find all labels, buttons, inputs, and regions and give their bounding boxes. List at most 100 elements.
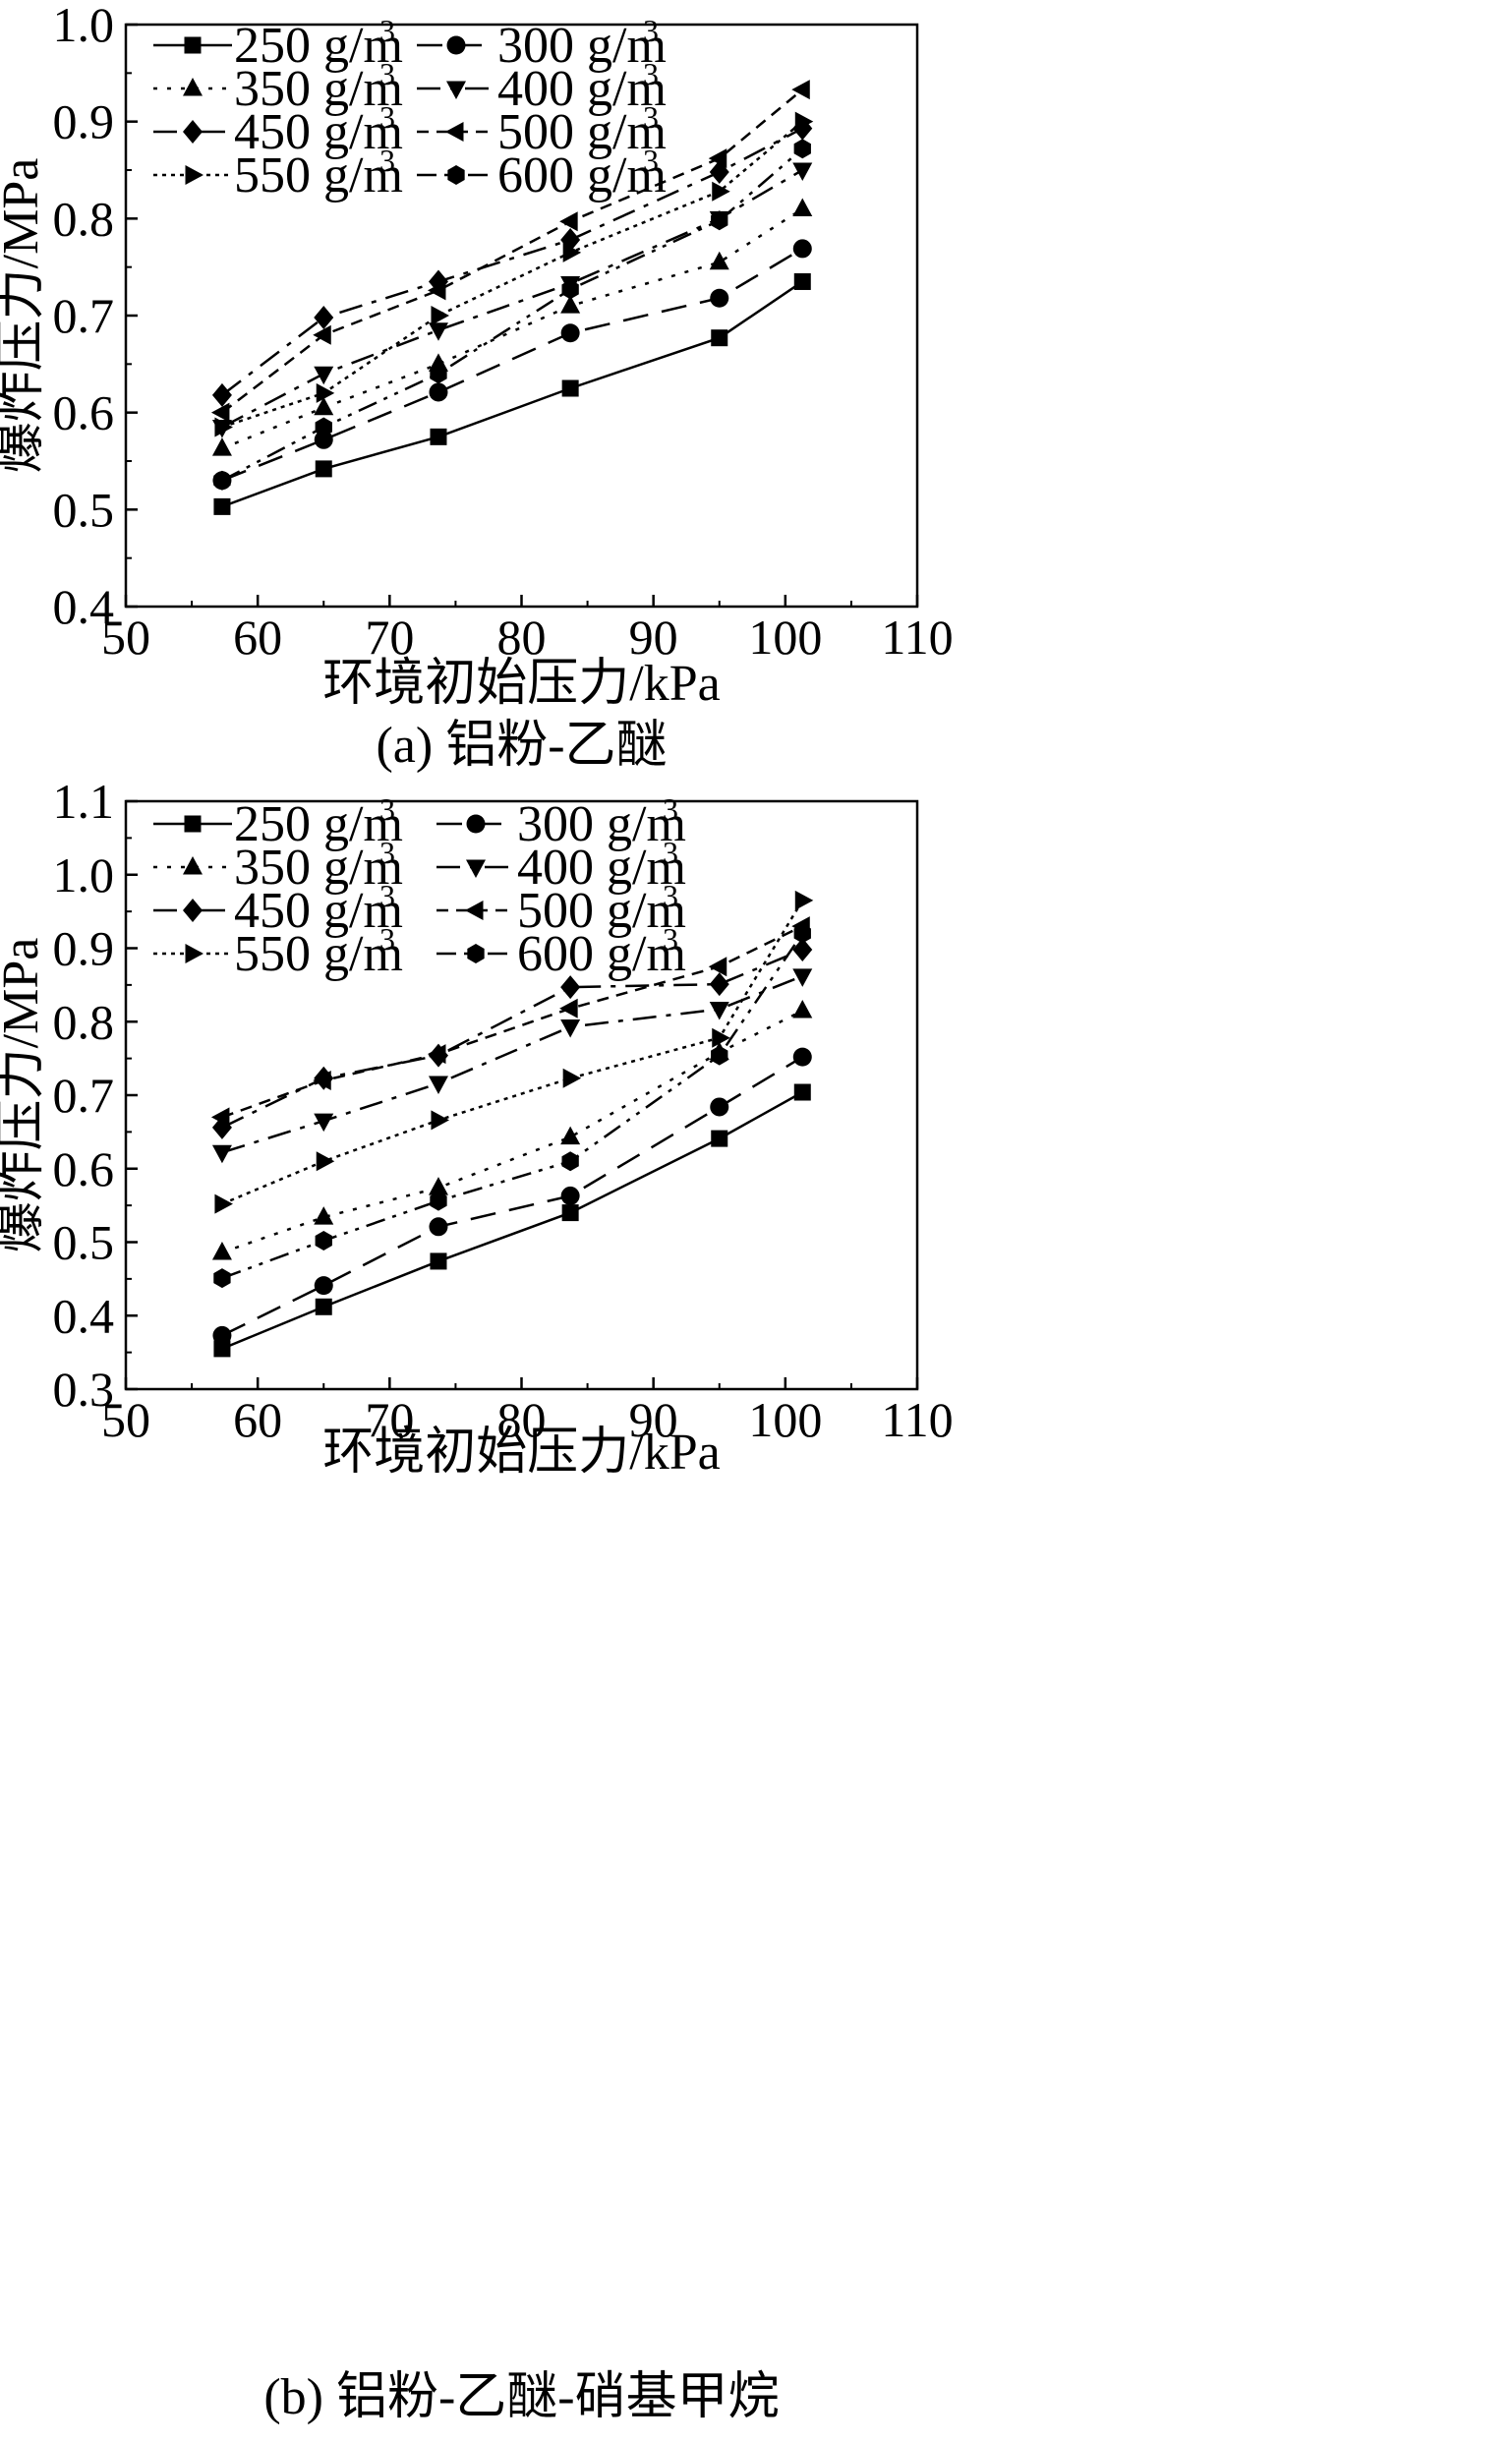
data-point: [711, 210, 728, 231]
series-triangle-up: [211, 198, 813, 456]
data-point: [430, 1252, 447, 1270]
legend-label: 450 g/m: [234, 883, 403, 939]
data-point: [315, 417, 332, 437]
legend-label: 300 g/m: [517, 796, 686, 852]
legend-superscript: 3: [643, 13, 659, 48]
legend-item: 350 g/m3: [153, 835, 403, 896]
legend-label: 400 g/m: [517, 840, 686, 896]
legend-item: 600 g/m3: [417, 143, 667, 204]
data-point: [314, 305, 334, 329]
data-point: [213, 497, 231, 515]
data-point: [711, 1045, 728, 1066]
figure-caption: (b) 铝粉-乙醚-硝基甲烷: [263, 2369, 779, 2425]
legend-marker: [465, 901, 484, 920]
legend-marker: [184, 36, 202, 54]
series-triangle-down: [211, 968, 813, 1164]
x-tick-label: 110: [881, 1392, 953, 1447]
series-triangle-right: [214, 890, 814, 1214]
legend-superscript: 3: [663, 921, 678, 957]
series-line: [221, 924, 803, 1119]
data-point: [792, 1000, 813, 1018]
y-tick-label: 0.5: [53, 1215, 115, 1270]
legend-label: 500 g/m: [517, 883, 686, 939]
series-line: [221, 207, 803, 450]
legend-label: 500 g/m: [497, 104, 667, 160]
series-line: [221, 247, 803, 482]
legend-superscript: 3: [379, 878, 395, 913]
data-point: [710, 288, 729, 308]
series-line: [221, 1090, 803, 1351]
data-point: [709, 251, 729, 270]
legend-item: 300 g/m3: [417, 13, 667, 74]
series-line: [221, 1009, 803, 1254]
data-point: [211, 382, 232, 407]
y-tick-label: 0.4: [53, 1288, 115, 1343]
data-point: [314, 1276, 333, 1296]
legend-item: 250 g/m3: [153, 791, 403, 852]
y-tick-label: 0.6: [53, 385, 115, 440]
series-line: [221, 147, 804, 482]
legend-marker: [183, 120, 203, 144]
series-hexagon: [213, 139, 811, 491]
data-point: [560, 295, 581, 314]
data-point: [792, 198, 813, 216]
legend-marker: [183, 899, 203, 922]
y-tick-label: 0.7: [53, 1068, 115, 1123]
y-tick-label: 0.8: [53, 994, 115, 1049]
data-point: [560, 1186, 580, 1205]
y-tick-label: 0.7: [53, 288, 115, 343]
x-tick-label: 60: [233, 1392, 282, 1447]
legend-label: 350 g/m: [234, 61, 403, 117]
data-point: [314, 1113, 334, 1133]
data-point: [791, 80, 810, 100]
series-line: [221, 948, 803, 1130]
data-point: [428, 1076, 448, 1095]
legend-superscript: 3: [379, 143, 395, 178]
legend-marker: [447, 165, 465, 185]
data-point: [559, 211, 578, 232]
legend-label: 550 g/m: [234, 147, 403, 204]
series-line: [221, 900, 804, 1205]
data-point: [213, 1340, 231, 1358]
data-point: [211, 1241, 232, 1260]
data-point: [314, 366, 334, 385]
x-tick-label: 80: [497, 1392, 547, 1447]
data-point: [709, 972, 729, 997]
x-tick-label: 110: [881, 610, 953, 665]
series-triangle-right: [214, 111, 814, 437]
data-point: [560, 323, 580, 343]
data-point: [428, 1177, 448, 1195]
data-point: [428, 322, 448, 341]
x-axis-title: 环境初始压力/kPa: [322, 1425, 720, 1481]
chart-panel-b: 50 60 70 80 90 100 110 0.3 0.4 0.5 0.6 0.7 0.8 0.9 1.0…: [0, 774, 954, 2425]
legend-item: 300 g/m3: [436, 791, 686, 852]
y-axis-title: 爆炸压力/MPa: [0, 938, 49, 1253]
data-point: [430, 364, 447, 384]
series-circle: [212, 239, 812, 491]
y-tick-label: 0.4: [53, 579, 115, 634]
legend-label: 450 g/m: [234, 104, 403, 160]
legend-marker: [183, 856, 203, 875]
data-point: [711, 1130, 728, 1147]
data-point: [562, 1068, 582, 1088]
legend-marker: [185, 165, 204, 185]
legend-item: 450 g/m3: [153, 99, 403, 160]
legend-item: 250 g/m3: [153, 13, 403, 74]
y-axis-title: 爆炸压力/MPa: [0, 158, 49, 474]
data-point: [315, 460, 332, 478]
data-point: [431, 1110, 449, 1131]
legend-marker: [446, 35, 466, 55]
data-point: [708, 148, 727, 169]
legend-label: 250 g/m: [234, 796, 403, 852]
data-point: [794, 111, 814, 132]
data-point: [792, 162, 813, 181]
data-point: [560, 1126, 581, 1145]
legend-marker: [446, 81, 466, 99]
legend-marker: [467, 944, 485, 963]
data-point: [792, 968, 813, 987]
series-line: [221, 120, 804, 429]
data-point: [793, 923, 811, 944]
data-point: [314, 430, 333, 449]
